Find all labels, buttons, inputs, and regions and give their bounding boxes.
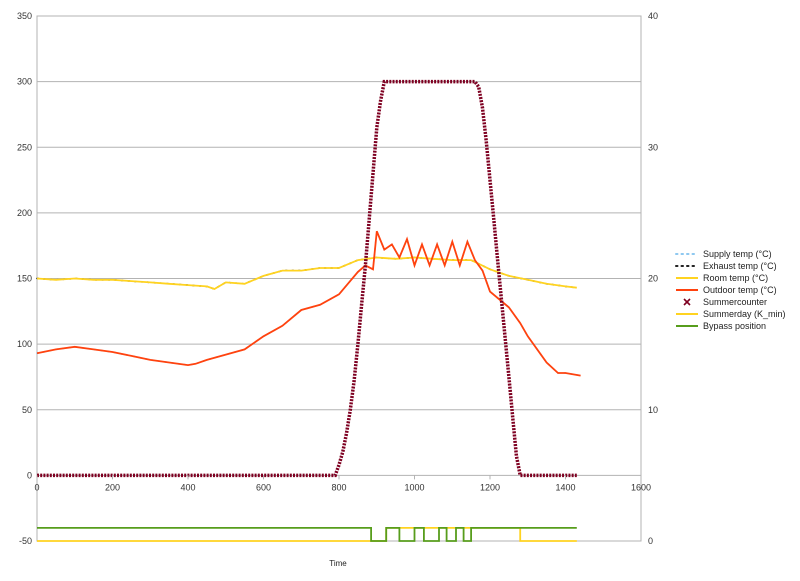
x-tick-label: 1600 [631,482,651,492]
legend-item: Outdoor temp (°C) [676,285,777,295]
x-tick-label: 600 [256,482,271,492]
x-tick-label: 1200 [480,482,500,492]
series-line [36,256,578,290]
y-left-tick-label: -50 [19,536,32,546]
x-tick-label: 1000 [404,482,424,492]
legend-item: Supply temp (°C) [675,249,772,259]
series-line [36,256,577,290]
series-room-temp-c [36,256,577,290]
y-left-tick-label: 350 [17,11,32,21]
series-line [37,527,577,542]
legend-label: Exhaust temp (°C) [703,261,777,271]
legend-item: Exhaust temp (°C) [675,261,777,271]
legend-item: Summerday (K_min) [676,309,786,319]
series-summerday-k-min [37,527,577,542]
y-left-tick-label: 0 [27,470,32,480]
y-right-tick-label: 0 [648,536,653,546]
legend-marker [683,298,691,306]
x-tick-label: 800 [331,482,346,492]
y-left-tick-label: 50 [22,405,32,415]
legend-item: Room temp (°C) [676,273,768,283]
x-tick-label: 0 [34,482,39,492]
y-left-tick-label: 100 [17,339,32,349]
x-tick-label: 1400 [555,482,575,492]
series-bypass-position [37,527,577,542]
series-summercounter [37,79,577,478]
series-layer [36,79,582,542]
series-exhaust-temp-c [36,256,578,290]
y-right-tick-label: 20 [648,274,658,284]
y-left-tick-label: 300 [17,77,32,87]
x-axis-title: Time [329,559,347,568]
legend-label: Summerday (K_min) [703,309,786,319]
series-outdoor-temp-c [36,230,581,377]
legend-label: Room temp (°C) [703,273,768,283]
legend-item: Bypass position [676,321,766,331]
series-line [37,79,577,478]
legend-item: Summercounter [683,297,767,307]
legend-label: Supply temp (°C) [703,249,772,259]
x-tick-label: 400 [180,482,195,492]
y-right-tick-label: 40 [648,11,658,21]
y-left-tick-label: 150 [17,274,32,284]
y-left-tick-label: 250 [17,142,32,152]
y-left-tick-label: 200 [17,208,32,218]
series-line [36,230,581,377]
legend: Supply temp (°C) Exhaust temp (°C) Room te… [675,249,786,331]
legend-label: Summercounter [703,297,767,307]
x-tick-label: 200 [105,482,120,492]
y-right-tick-label: 30 [648,142,658,152]
legend-label: Bypass position [703,321,766,331]
series-line [37,527,577,542]
legend-label: Outdoor temp (°C) [703,285,777,295]
y-right-tick-label: 10 [648,405,658,415]
